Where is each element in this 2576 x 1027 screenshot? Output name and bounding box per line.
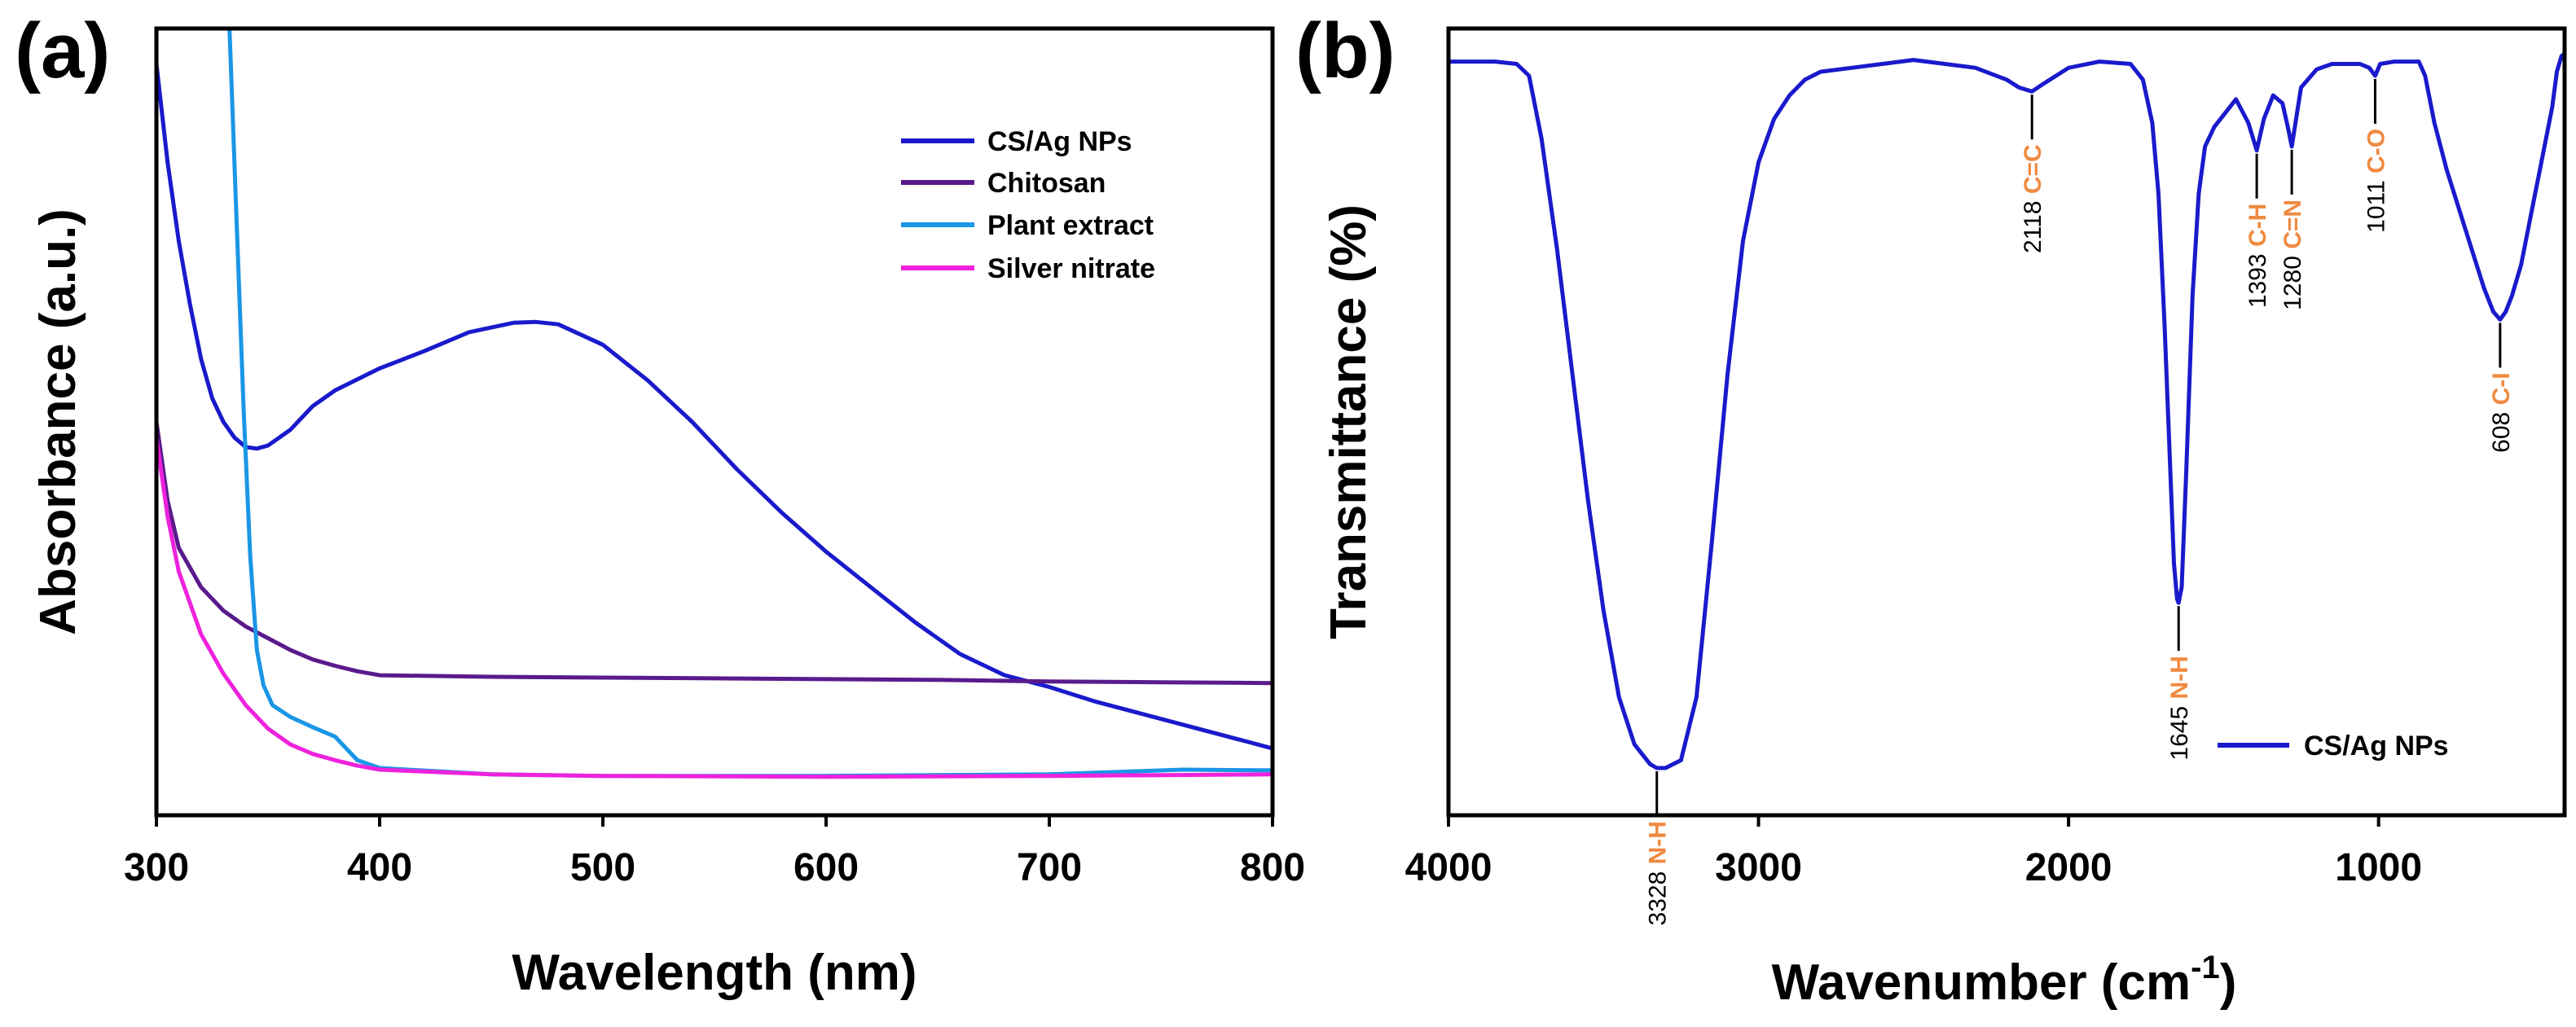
panel-a-series-group — [156, 29, 1273, 779]
peak-wavenumber-1280: 1280 — [2279, 256, 2306, 310]
panel-b-x-tick-label-2000: 2000 — [2025, 846, 2112, 889]
peak-label-1011: 1011 C-O — [2363, 129, 2389, 233]
panel-b-plot-frame — [1446, 26, 2567, 818]
peak-bond-2118: C=C — [2020, 144, 2046, 194]
peak-label-3328: 3328 N-H — [1645, 821, 1672, 925]
peak-bond-1645: N-H — [2166, 656, 2193, 699]
panel-a-y-axis-title: Absorbance (a.u.) — [30, 208, 86, 635]
panel-b-peak-annotations: 3328 N-H 2118 C=C 1645 N-H 1393 C-H 1280 C=N… — [1645, 78, 2515, 925]
peak-label-1280: 1280 C=N — [2279, 200, 2306, 310]
panel-b-legend: CS/Ag NPs — [2218, 731, 2449, 761]
peak-spacer-1393 — [2244, 247, 2271, 253]
panel-a-plot-frame — [154, 26, 1275, 818]
panel-b-x-tick-label-3000: 3000 — [1715, 846, 1802, 889]
peak-wavenumber-1645: 1645 — [2166, 706, 2193, 761]
peak-wavenumber-2118: 2118 — [2020, 200, 2046, 253]
panel-b-series-cs-ag-nps — [1448, 51, 2565, 770]
panel-b-x-axis-title: Wavenumber (cm-1) — [1772, 950, 2237, 1011]
peak-spacer-1280 — [2279, 249, 2306, 256]
legend-a-label-chitosan: Chitosan — [987, 168, 1106, 199]
legend-a-label-plant-extract: Plant extract — [987, 210, 1154, 241]
legend-b-label-cs-ag: CS/Ag NPs — [2304, 731, 2449, 761]
panel-b-x-axis-title-superscript: -1 — [2191, 950, 2220, 985]
peak-wavenumber-1393: 1393 — [2244, 253, 2271, 308]
peak-bond-1280: C=N — [2279, 200, 2306, 249]
peak-wavenumber-3328: 3328 — [1645, 871, 1672, 926]
peak-text-3328: 3328 N-H — [1645, 821, 1672, 925]
panel-a-uv-vis: (a) 300 400 500 600 700 800 Wavelength (nm) A… — [15, 7, 1305, 1001]
panel-a-x-tick-label-500: 500 — [570, 846, 635, 889]
panel-a-series-silver-nitrate — [156, 437, 1273, 779]
panel-a-label: (a) — [15, 7, 110, 94]
panel-b-label: (b) — [1295, 7, 1396, 94]
peak-text-1393: 1393 C-H — [2244, 204, 2271, 308]
panel-a-x-tick-label-300: 300 — [124, 846, 189, 889]
peak-spacer-1011 — [2363, 173, 2389, 180]
panel-a-series-chitosan — [156, 421, 1273, 686]
peak-spacer-3328 — [1645, 864, 1672, 871]
panel-b-series-group — [1448, 51, 2565, 770]
panel-b-x-axis-title-main: Wavenumber (cm — [1772, 955, 2191, 1011]
panel-a-x-tick-label-400: 400 — [347, 846, 412, 889]
panel-a-series-plant-extract — [227, 29, 1273, 779]
peak-spacer-2118 — [2020, 194, 2046, 200]
peak-bond-608: C-I — [2488, 372, 2515, 405]
panel-a-x-ticks: 300 400 500 600 700 800 — [124, 815, 1305, 889]
panel-b-y-axis-title: Transmittance (%) — [1321, 204, 1377, 639]
panel-b-x-axis-title-suffix: ) — [2220, 955, 2237, 1011]
peak-text-608: 608 C-I — [2488, 372, 2515, 452]
peak-text-1645: 1645 N-H — [2166, 656, 2193, 760]
panel-a-series-cs-ag-nps — [156, 64, 1273, 751]
panel-b-x-tick-label-4000: 4000 — [1405, 846, 1492, 889]
peak-bond-1393: C-H — [2244, 204, 2271, 247]
panel-b-x-tick-label-1000: 1000 — [2335, 846, 2422, 889]
panel-a-x-axis-title: Wavelength (nm) — [512, 945, 917, 1001]
peak-label-608: 608 C-I — [2488, 372, 2515, 452]
peak-text-1011: 1011 C-O — [2363, 129, 2389, 233]
panel-a-x-tick-label-700: 700 — [1017, 846, 1082, 889]
panel-a-x-tick-label-600: 600 — [793, 846, 859, 889]
peak-label-1393: 1393 C-H — [2244, 204, 2271, 308]
peak-wavenumber-1011: 1011 — [2363, 180, 2389, 233]
peak-wavenumber-608: 608 — [2488, 412, 2515, 453]
peak-text-1280: 1280 C=N — [2279, 200, 2306, 310]
peak-text-2118: 2118 C=C — [2020, 144, 2046, 253]
peak-bond-1011: C-O — [2363, 129, 2389, 173]
peak-spacer-1645 — [2166, 700, 2193, 706]
peak-spacer-608 — [2488, 405, 2515, 411]
peak-bond-3328: N-H — [1645, 821, 1672, 864]
panel-a-legend: CS/Ag NPs Chitosan Plant extract Silver … — [901, 126, 1155, 284]
legend-a-label-cs-ag: CS/Ag NPs — [987, 126, 1132, 157]
legend-a-label-silver-nitrate: Silver nitrate — [987, 253, 1155, 284]
panel-b-x-ticks: 4000 3000 2000 1000 — [1405, 815, 2422, 889]
peak-label-2118: 2118 C=C — [2020, 144, 2046, 253]
panel-b-ftir: (b) 3328 N-H 2118 C=C 1645 N-H 1393 C-H 1280… — [1295, 7, 2567, 1011]
peak-label-1645: 1645 N-H — [2166, 656, 2193, 760]
panel-a-x-tick-label-800: 800 — [1240, 846, 1305, 889]
